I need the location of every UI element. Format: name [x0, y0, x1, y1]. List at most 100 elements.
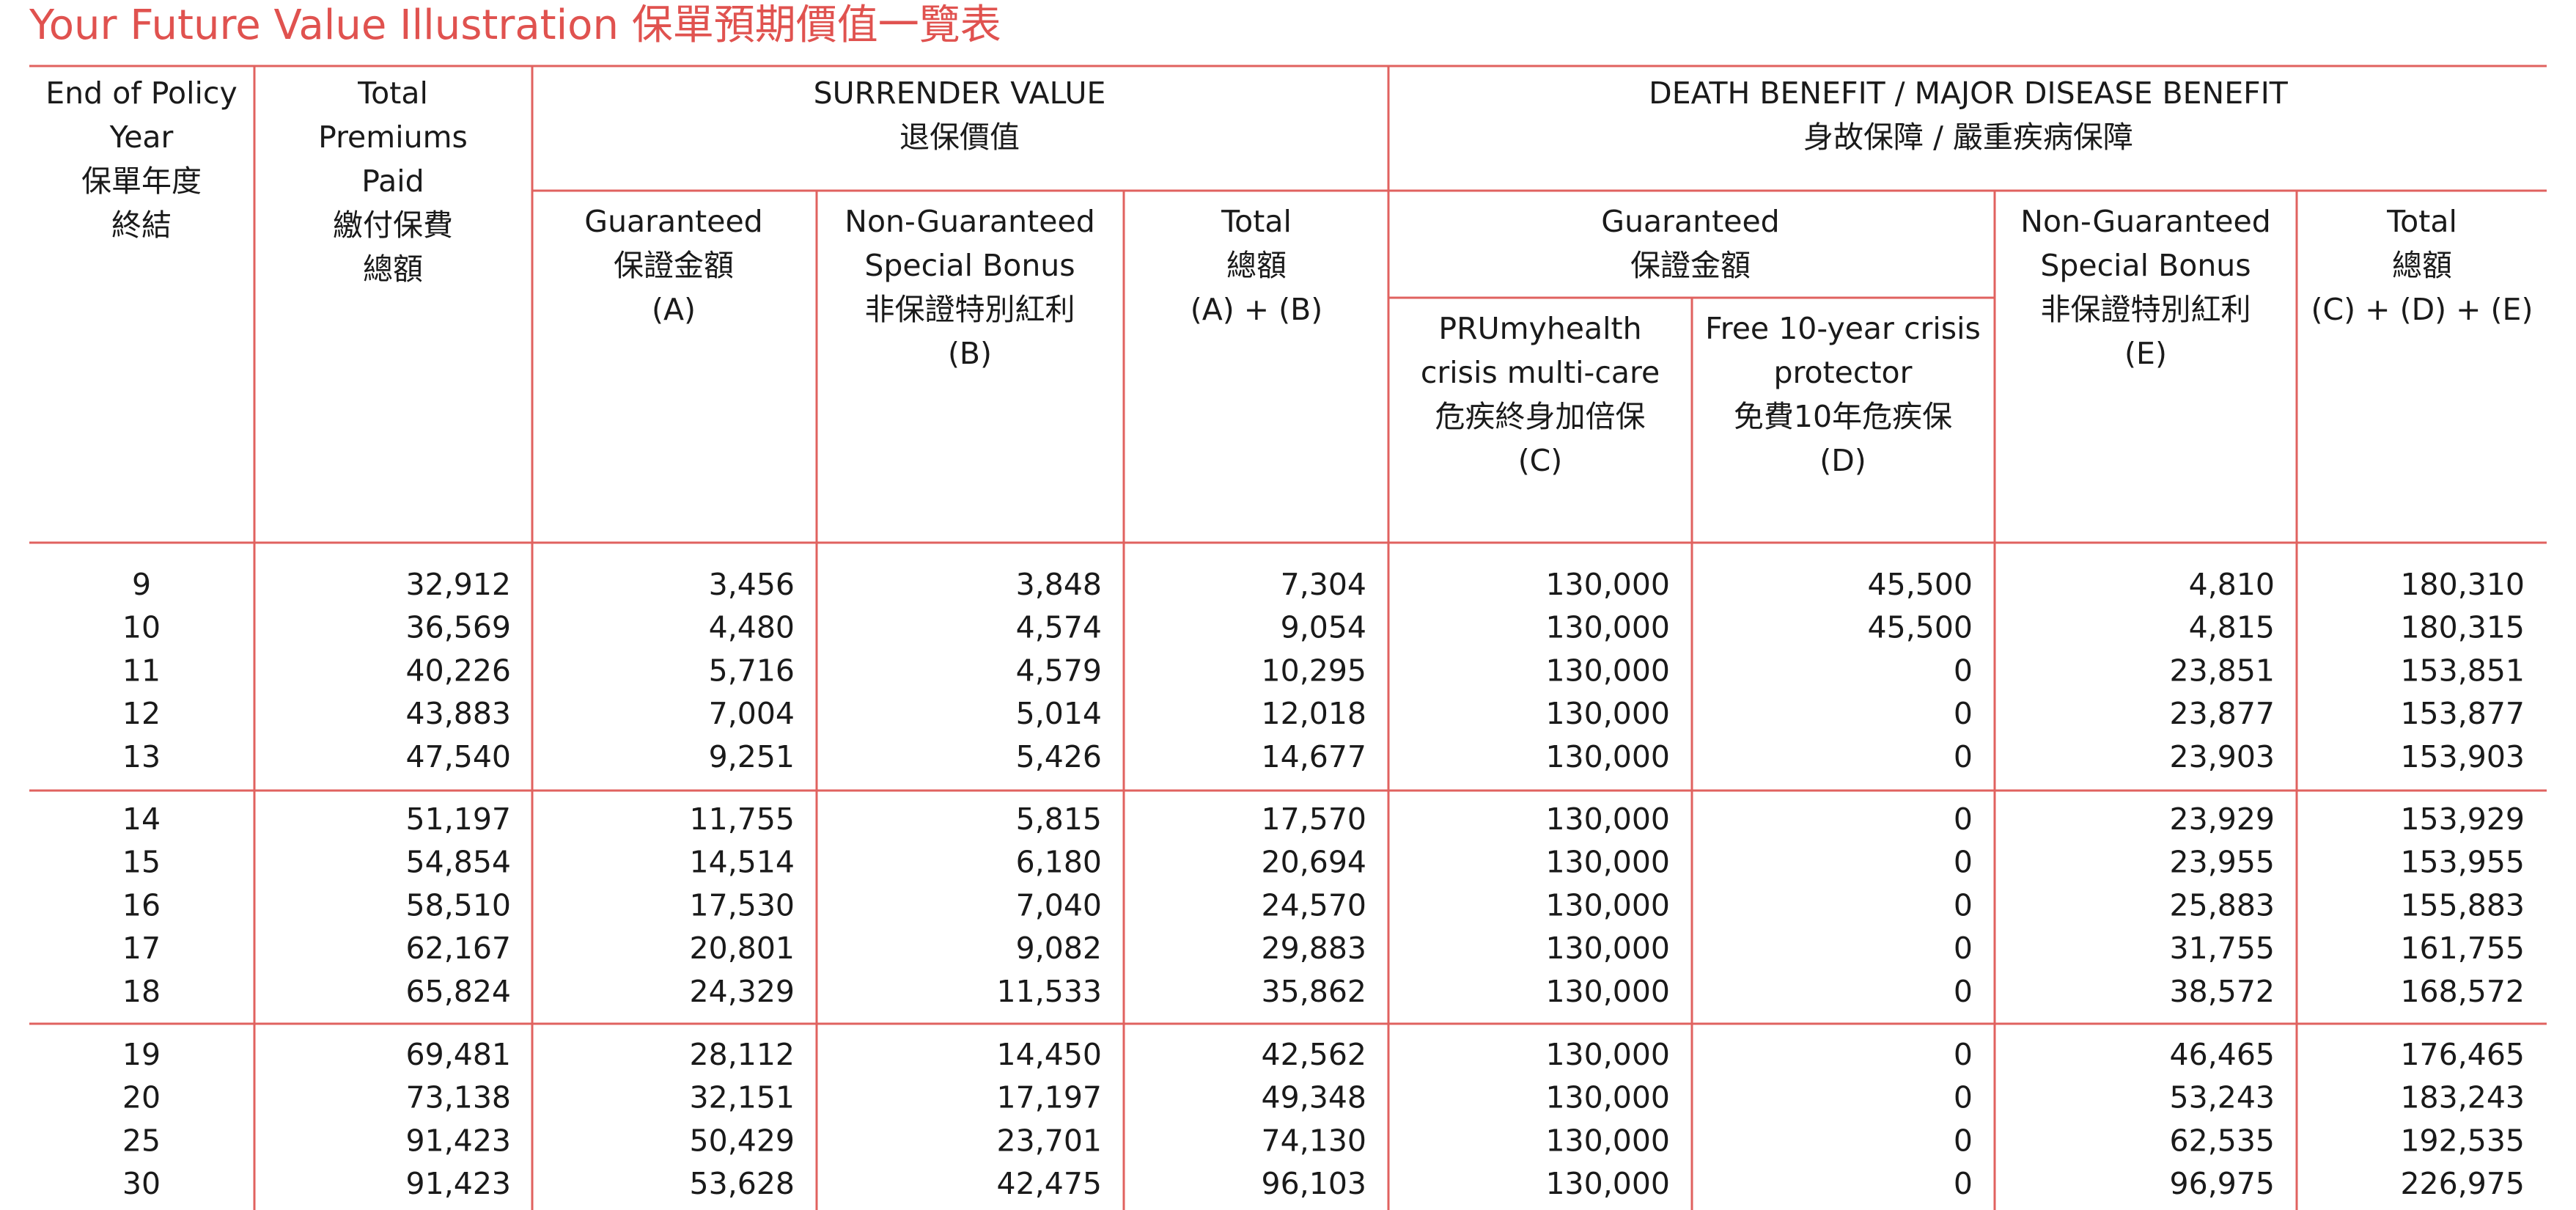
table-value: 45,500 [1868, 567, 1973, 602]
table-value: 3,848 [1016, 567, 1102, 602]
policy-year: 12 [122, 696, 161, 731]
table-value: 4,815 [2189, 610, 2275, 645]
page-title: Your Future Value Illustration 保單預期價值一覽表 [29, 1, 1001, 49]
policy-year: 17 [122, 931, 161, 966]
table-value: 180,315 [2400, 610, 2525, 645]
header-text: Paid [361, 164, 424, 199]
policy-year: 18 [122, 974, 161, 1009]
policy-year: 10 [122, 610, 161, 645]
table-value: 0 [1954, 1037, 1973, 1072]
table-value: 14,450 [997, 1037, 1102, 1072]
table-value: 32,912 [406, 567, 511, 602]
table-value: 23,701 [997, 1123, 1102, 1158]
table-value: 36,569 [406, 610, 511, 645]
header-text: Premiums [318, 120, 468, 155]
table-value: 0 [1954, 1166, 1973, 1201]
table-value: 0 [1954, 802, 1973, 837]
table-value: 130,000 [1545, 696, 1670, 731]
table-value: 0 [1954, 1123, 1973, 1158]
header-text: 總額 [2392, 248, 2452, 283]
table-value: 58,510 [406, 887, 511, 923]
table-value: 130,000 [1545, 1080, 1670, 1115]
table-value: 5,014 [1016, 696, 1102, 731]
table-value: 130,000 [1545, 802, 1670, 837]
table-value: 176,465 [2400, 1037, 2525, 1072]
policy-year: 25 [122, 1123, 161, 1158]
table-value: 49,348 [1262, 1080, 1366, 1115]
header-text: (D) [1819, 443, 1866, 478]
table-value: 0 [1954, 974, 1973, 1009]
header-text: (A) + (B) [1191, 292, 1323, 327]
table-value: 42,475 [997, 1166, 1102, 1201]
header-text: (C) [1518, 443, 1563, 478]
header-text: Year [109, 120, 174, 155]
header-text: 危疾終身加倍保 [1435, 399, 1646, 434]
header-text: End of Policy [45, 76, 237, 111]
policy-year: 30 [122, 1166, 161, 1201]
table-value: 9,251 [709, 739, 795, 774]
header-text: 保單年度 [81, 164, 202, 199]
table-value: 17,530 [690, 887, 795, 923]
table-value: 7,304 [1281, 567, 1366, 602]
table-value: 17,197 [997, 1080, 1102, 1115]
table-value: 130,000 [1545, 1166, 1670, 1201]
table-value: 4,579 [1016, 653, 1102, 688]
table-value: 40,226 [406, 653, 511, 688]
table-value: 42,562 [1262, 1037, 1366, 1072]
header-text: 非保證特別紅利 [2041, 292, 2251, 327]
table-value: 12,018 [1262, 696, 1366, 731]
header-text: Total [2386, 204, 2457, 239]
table-value: 46,465 [2170, 1037, 2275, 1072]
table-value: 6,180 [1016, 845, 1102, 880]
table-value: 53,628 [690, 1166, 795, 1201]
table-value: 7,004 [709, 696, 795, 731]
table-value: 130,000 [1545, 931, 1670, 966]
table-value: 9,054 [1281, 610, 1366, 645]
table-value: 183,243 [2400, 1080, 2525, 1115]
header-text: Guaranteed [1601, 204, 1779, 239]
table-value: 10,295 [1262, 653, 1366, 688]
table-value: 4,480 [709, 610, 795, 645]
table-value: 153,903 [2400, 739, 2525, 774]
table-value: 11,755 [690, 802, 795, 837]
table-value: 69,481 [406, 1037, 511, 1072]
table-value: 161,755 [2400, 931, 2525, 966]
table-value: 29,883 [1262, 931, 1366, 966]
table-value: 0 [1954, 1080, 1973, 1115]
policy-year: 16 [122, 887, 161, 923]
table-value: 130,000 [1545, 739, 1670, 774]
header-text: Special Bonus [2040, 248, 2251, 283]
table-value: 23,955 [2170, 845, 2275, 880]
table-value: 168,572 [2400, 974, 2525, 1009]
header-text: 總額 [1226, 248, 1287, 283]
policy-year: 9 [132, 567, 151, 602]
table-value: 53,243 [2170, 1080, 2275, 1115]
table-value: 47,540 [406, 739, 511, 774]
table-value: 43,883 [406, 696, 511, 731]
header-text: (E) [2124, 336, 2167, 371]
table-value: 35,862 [1262, 974, 1366, 1009]
table-value: 23,903 [2170, 739, 2275, 774]
header-text: 免費10年危疾保 [1734, 399, 1952, 434]
table-value: 0 [1954, 739, 1973, 774]
table-value: 153,929 [2400, 802, 2525, 837]
table-value: 54,854 [406, 845, 511, 880]
header-text: Non-Guaranteed [844, 204, 1094, 239]
table-value: 153,955 [2400, 845, 2525, 880]
header-text: Non-Guaranteed [2020, 204, 2270, 239]
table-value: 3,456 [709, 567, 795, 602]
table-value: 96,975 [2170, 1166, 2275, 1201]
header-text: (B) [948, 336, 992, 371]
table-value: 130,000 [1545, 974, 1670, 1009]
table-value: 0 [1954, 931, 1973, 966]
header-text: 繳付保費 [333, 208, 453, 243]
table-value: 45,500 [1868, 610, 1973, 645]
table-value: 14,677 [1262, 739, 1366, 774]
header-text: (C) + (D) + (E) [2311, 292, 2533, 327]
header-text: Total [357, 76, 428, 111]
table-value: 9,082 [1016, 931, 1102, 966]
header-text: SURRENDER VALUE [814, 76, 1106, 111]
table-value: 130,000 [1545, 1123, 1670, 1158]
table-value: 130,000 [1545, 610, 1670, 645]
